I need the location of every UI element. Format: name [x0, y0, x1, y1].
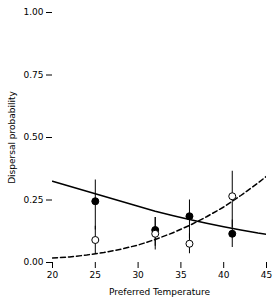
svg-text:0.00: 0.00 [23, 257, 43, 267]
svg-text:0.25: 0.25 [23, 195, 43, 205]
svg-text:25: 25 [90, 270, 101, 280]
svg-text:30: 30 [132, 270, 144, 280]
svg-text:1.00: 1.00 [23, 7, 43, 17]
svg-text:35: 35 [175, 270, 186, 280]
svg-text:Preferred Temperature: Preferred Temperature [109, 287, 211, 297]
svg-text:0.50: 0.50 [23, 132, 43, 142]
svg-text:40: 40 [218, 270, 230, 280]
svg-text:Dispersal probability: Dispersal probability [7, 91, 17, 184]
svg-text:20: 20 [47, 270, 59, 280]
svg-text:45: 45 [261, 270, 272, 280]
svg-text:0.75: 0.75 [23, 70, 43, 80]
